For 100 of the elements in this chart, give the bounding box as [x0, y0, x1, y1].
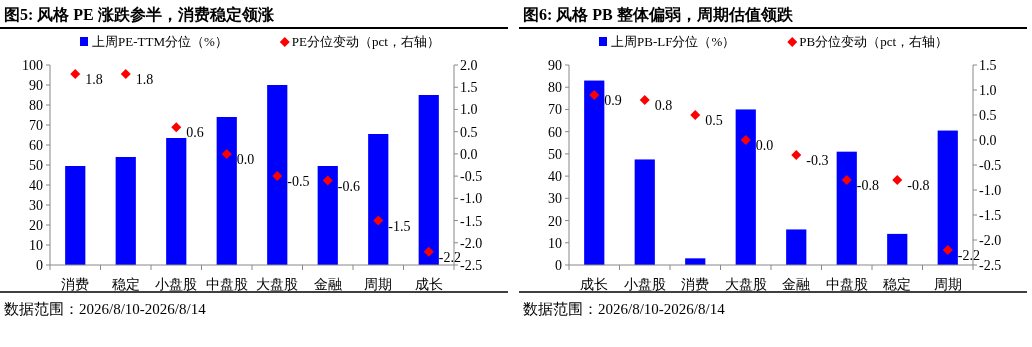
legend-label: 上周PE-TTM分位（%） [92, 34, 228, 49]
y2-tick-label: -0.5 [460, 169, 483, 185]
bar [836, 151, 857, 265]
point [272, 171, 283, 182]
point [791, 150, 802, 160]
x-tick-label: 中盘股 [825, 277, 868, 292]
bar [317, 166, 338, 265]
point [423, 246, 434, 257]
y-tick-label: 20 [29, 218, 43, 233]
data-label: -2.2 [438, 249, 461, 265]
data-label: -0.5 [287, 174, 310, 190]
x-tick-label: 小盘股 [155, 277, 198, 292]
x-tick-label: 消费 [681, 277, 710, 292]
y-tick-label: 70 [29, 118, 43, 133]
bar [937, 130, 958, 265]
y-tick-label: 30 [548, 191, 562, 207]
y2-tick-label: 1.0 [460, 102, 478, 118]
point [892, 175, 903, 185]
point [639, 95, 650, 105]
y2-tick-label: 0.0 [979, 133, 997, 148]
bar [216, 117, 237, 265]
y2-tick-label: -2.5 [979, 258, 1002, 273]
y2-tick-label: -0.5 [979, 158, 1002, 173]
data-label: 1.8 [135, 71, 154, 87]
y-tick-label: 80 [29, 98, 43, 113]
data-label: 0.6 [186, 125, 204, 141]
y2-tick-label: -2.0 [979, 233, 1002, 248]
x-tick-label: 金融 [782, 277, 811, 292]
y2-tick-label: -1.5 [979, 208, 1002, 223]
legend-label: 上周PB-LF分位（%） [611, 34, 736, 49]
y2-tick-label: 1.0 [979, 83, 997, 98]
y-tick-label: 50 [548, 146, 562, 162]
y-tick-label: 70 [548, 102, 562, 118]
y2-tick-label: -1.5 [460, 213, 483, 229]
data-label: 0.8 [654, 98, 673, 113]
y-tick-label: 10 [548, 235, 562, 251]
bar [368, 134, 389, 265]
text: 数据范围：2026/8/10-2026/8/14 [4, 301, 207, 317]
y2-tick-label: -1.0 [460, 191, 483, 207]
data-label: -1.5 [388, 218, 411, 234]
y-tick-label: 0 [36, 258, 43, 273]
bar [786, 229, 807, 265]
bar [267, 85, 288, 265]
y2-tick-label: -1.0 [979, 183, 1002, 198]
point [322, 175, 333, 186]
x-tick-label: 成长 [414, 277, 443, 292]
y2-tick-label: 0.5 [979, 108, 997, 123]
y-tick-label: 0 [555, 258, 562, 273]
y-tick-label: 50 [29, 158, 43, 173]
y2-tick-label: -2.0 [460, 235, 483, 251]
y-tick-label: 40 [29, 178, 43, 193]
bar [115, 157, 136, 265]
data-label: 0.9 [604, 93, 622, 108]
bar [887, 233, 908, 265]
x-tick-label: 成长 [580, 277, 609, 292]
point [70, 68, 81, 79]
text: 数据范围：2026/8/10-2026/8/14 [523, 301, 726, 317]
x-tick-label: 消费 [61, 277, 90, 292]
x-tick-label: 大盘股 [256, 277, 299, 292]
y-tick-label: 10 [29, 238, 43, 253]
bar [634, 159, 655, 265]
point [120, 68, 131, 79]
data-label: -0.6 [337, 178, 360, 194]
legend-label: PE分位变动（pct，右轴） [291, 34, 440, 49]
point [740, 135, 751, 145]
data-label: 0.5 [705, 113, 723, 128]
y-tick-label: 100 [22, 58, 43, 73]
y2-tick-label: 1.5 [979, 58, 997, 73]
legend-label: PB分位变动（pct，右轴） [799, 34, 949, 49]
y-tick-label: 60 [548, 124, 562, 140]
bar [735, 109, 756, 265]
y-tick-label: 40 [548, 169, 562, 185]
x-tick-label: 稳定 [111, 277, 140, 292]
point [589, 90, 600, 100]
data-label: 0.0 [755, 138, 774, 153]
y2-tick-label: -2.5 [460, 258, 483, 273]
bar [584, 80, 605, 265]
data-label: -0.8 [907, 178, 930, 193]
point [690, 110, 701, 120]
bar [418, 95, 439, 265]
y-tick-label: 90 [29, 78, 43, 93]
y2-tick-label: 0.0 [460, 146, 478, 162]
bar [166, 138, 187, 265]
x-tick-label: 中盘股 [205, 277, 248, 292]
chart-title: 图6: 风格 PB 整体偏弱，周期估值领跌 [523, 6, 794, 23]
point [841, 175, 852, 185]
x-tick-label: 大盘股 [724, 277, 767, 292]
y-tick-label: 20 [548, 213, 562, 229]
data-label: -2.2 [957, 248, 980, 263]
y-tick-label: 90 [548, 58, 562, 73]
y-tick-label: 30 [29, 198, 43, 213]
bar [65, 166, 86, 265]
chart-title: 图5: 风格 PE 涨跌参半，消费稳定领涨 [4, 6, 275, 23]
y2-tick-label: 2.0 [460, 58, 478, 73]
x-tick-label: 稳定 [883, 277, 912, 292]
point [221, 148, 232, 159]
data-label: -0.8 [856, 178, 879, 193]
x-tick-label: 周期 [933, 277, 962, 292]
y-tick-label: 80 [548, 80, 562, 96]
point [942, 245, 953, 255]
